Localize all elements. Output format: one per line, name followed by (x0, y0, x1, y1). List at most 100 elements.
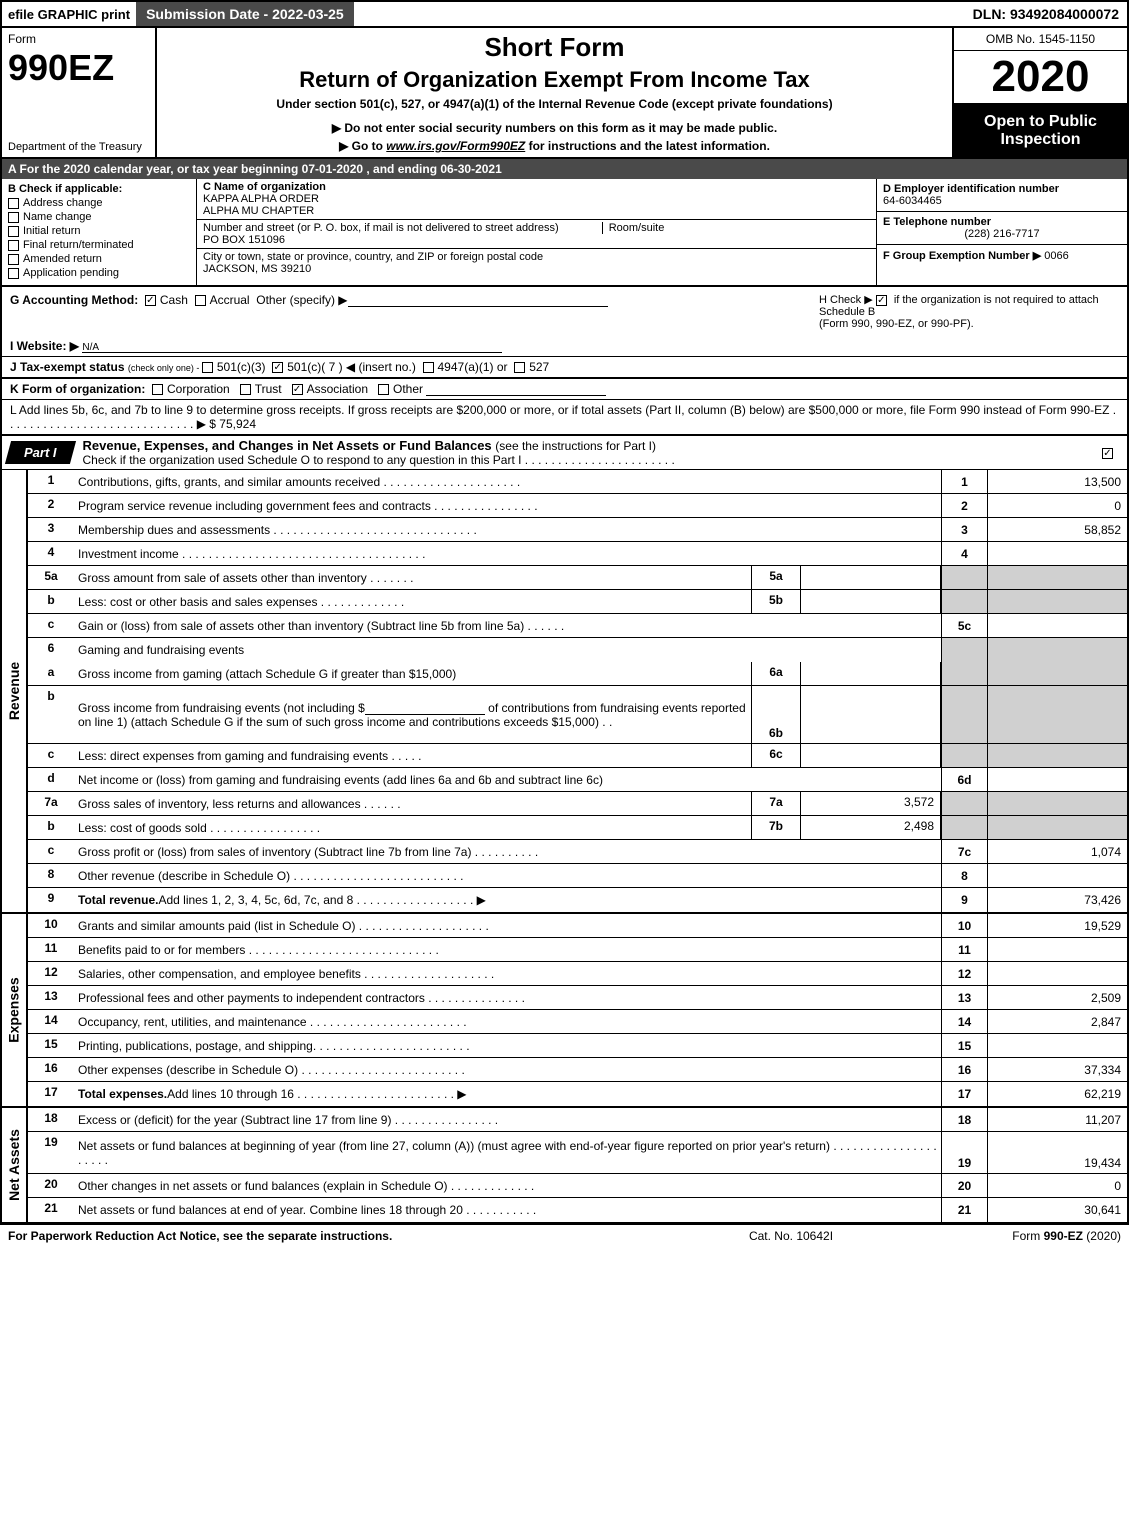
group-exemption-value: 0066 (1044, 250, 1068, 262)
chk-schedule-b[interactable]: ✓ (876, 295, 887, 306)
g-label: G Accounting Method: (10, 293, 138, 307)
line-16: 16Other expenses (describe in Schedule O… (28, 1058, 1127, 1082)
line-15: 15Printing, publications, postage, and s… (28, 1034, 1127, 1058)
chk-corporation[interactable] (152, 384, 163, 395)
line-a-period: A For the 2020 calendar year, or tax yea… (0, 159, 1129, 179)
line-5b: bLess: cost or other basis and sales exp… (28, 590, 1127, 614)
chk-other-org[interactable] (378, 384, 389, 395)
group-exemption-label: F Group Exemption Number ▶ (883, 250, 1041, 262)
box-def: D Employer identification number 64-6034… (877, 179, 1127, 285)
revenue-table: Revenue 1Contributions, gifts, grants, a… (0, 470, 1129, 914)
line-17: 17Total expenses. Add lines 10 through 1… (28, 1082, 1127, 1106)
line-6b: bGross income from fundraising events (n… (28, 686, 1127, 744)
entity-block: B Check if applicable: Address change Na… (0, 179, 1129, 287)
box-b: B Check if applicable: Address change Na… (2, 179, 197, 285)
website-input[interactable]: N/A (82, 339, 502, 353)
irs-link[interactable]: www.irs.gov/Form990EZ (386, 139, 525, 153)
department: Department of the Treasury (8, 141, 149, 153)
line-4: 4Investment income . . . . . . . . . . .… (28, 542, 1127, 566)
chk-527[interactable] (514, 362, 525, 373)
chk-4947[interactable] (423, 362, 434, 373)
other-org-input[interactable] (426, 382, 606, 396)
line-6a: aGross income from gaming (attach Schedu… (28, 662, 1127, 686)
city-label: City or town, state or province, country… (203, 251, 870, 263)
line-7a: 7aGross sales of inventory, less returns… (28, 792, 1127, 816)
chk-trust[interactable] (240, 384, 251, 395)
dln-label: DLN: 93492084000072 (965, 4, 1127, 24)
form-of-org-label: K Form of organization: (10, 382, 145, 396)
line-13: 13Professional fees and other payments t… (28, 986, 1127, 1010)
line-12: 12Salaries, other compensation, and empl… (28, 962, 1127, 986)
revenue-side-label: Revenue (2, 470, 28, 912)
chk-initial-return[interactable]: Initial return (8, 225, 190, 237)
org-name-1: KAPPA ALPHA ORDER (203, 193, 870, 205)
netassets-table: Net Assets 18Excess or (deficit) for the… (0, 1108, 1129, 1224)
phone-value: (228) 216-7717 (883, 228, 1121, 240)
omb-number: OMB No. 1545-1150 (954, 28, 1127, 51)
part1-schedule-o-check[interactable]: ✓ (1102, 446, 1127, 460)
expenses-table: Expenses 10Grants and similar amounts pa… (0, 914, 1129, 1108)
line-5c: cGain or (loss) from sale of assets othe… (28, 614, 1127, 638)
chk-address-change[interactable]: Address change (8, 197, 190, 209)
city-value: JACKSON, MS 39210 (203, 263, 870, 275)
ein-value: 64-6034465 (883, 195, 1121, 207)
chk-application-pending[interactable]: Application pending (8, 267, 190, 279)
website-label: I Website: ▶ (10, 339, 79, 353)
tax-year: 2020 (954, 51, 1127, 104)
chk-amended-return[interactable]: Amended return (8, 253, 190, 265)
org-name-row: C Name of organization KAPPA ALPHA ORDER… (197, 179, 876, 220)
row-h: H Check ▶ ✓ if the organization is not r… (819, 293, 1119, 330)
line-l-value: 75,924 (219, 417, 256, 431)
chk-cash[interactable]: ✓ (145, 295, 156, 306)
goto-pre: ▶ Go to (339, 139, 386, 153)
chk-501c3[interactable] (202, 362, 213, 373)
box-f: F Group Exemption Number ▶ 0066 (877, 245, 1127, 285)
room-label: Room/suite (602, 222, 665, 234)
top-bar: efile GRAPHIC print Submission Date - 20… (0, 0, 1129, 28)
line-6d: dNet income or (loss) from gaming and fu… (28, 768, 1127, 792)
chk-final-return[interactable]: Final return/terminated (8, 239, 190, 251)
line-1: 1Contributions, gifts, grants, and simil… (28, 470, 1127, 494)
line-7c: cGross profit or (loss) from sales of in… (28, 840, 1127, 864)
box-e: E Telephone number (228) 216-7717 (877, 212, 1127, 245)
chk-name-change[interactable]: Name change (8, 211, 190, 223)
part1-tab: Part I (5, 441, 76, 464)
header-center: Short Form Return of Organization Exempt… (157, 28, 952, 157)
short-form-title: Short Form (165, 32, 944, 63)
phone-label: E Telephone number (883, 216, 1121, 228)
other-specify-input[interactable] (348, 293, 608, 307)
goto-line: ▶ Go to www.irs.gov/Form990EZ for instru… (165, 139, 944, 153)
form-word: Form (8, 32, 149, 46)
address-row: Number and street (or P. O. box, if mail… (197, 220, 876, 249)
line-l-text: L Add lines 5b, 6c, and 7b to line 9 to … (10, 403, 1116, 431)
line-6: 6Gaming and fundraising events (28, 638, 1127, 662)
box-d: D Employer identification number 64-6034… (877, 179, 1127, 212)
form-number: 990EZ (8, 50, 149, 86)
netassets-grid: 18Excess or (deficit) for the year (Subt… (28, 1108, 1127, 1222)
taxexempt-label: J Tax-exempt status (10, 360, 128, 374)
header-left: Form 990EZ Department of the Treasury (2, 28, 157, 157)
6b-contrib-input[interactable] (365, 701, 485, 715)
part1-subline: Check if the organization used Schedule … (83, 453, 675, 467)
city-row: City or town, state or province, country… (197, 249, 876, 285)
line-19: 19Net assets or fund balances at beginni… (28, 1132, 1127, 1174)
do-not-enter: ▶ Do not enter social security numbers o… (165, 121, 944, 135)
org-name-2: ALPHA MU CHAPTER (203, 205, 870, 217)
row-gh: G Accounting Method: ✓Cash Accrual Other… (0, 287, 1129, 336)
line-14: 14Occupancy, rent, utilities, and mainte… (28, 1010, 1127, 1034)
row-l: L Add lines 5b, 6c, and 7b to line 9 to … (0, 399, 1129, 436)
part1-title: Revenue, Expenses, and Changes in Net As… (73, 436, 1102, 469)
line-7b: bLess: cost of goods sold . . . . . . . … (28, 816, 1127, 840)
under-section: Under section 501(c), 527, or 4947(a)(1)… (165, 97, 944, 111)
page-footer: For Paperwork Reduction Act Notice, see … (0, 1224, 1129, 1247)
line-20: 20Other changes in net assets or fund ba… (28, 1174, 1127, 1198)
addr-label: Number and street (or P. O. box, if mail… (203, 222, 559, 234)
footer-right: Form 990-EZ (2020) (921, 1229, 1121, 1243)
address-value: PO BOX 151096 (203, 234, 870, 246)
line-18: 18Excess or (deficit) for the year (Subt… (28, 1108, 1127, 1132)
chk-accrual[interactable] (195, 295, 206, 306)
row-g: G Accounting Method: ✓Cash Accrual Other… (10, 293, 819, 330)
chk-association[interactable]: ✓ (292, 384, 303, 395)
row-k: K Form of organization: Corporation Trus… (0, 378, 1129, 399)
chk-501c[interactable]: ✓ (272, 362, 283, 373)
